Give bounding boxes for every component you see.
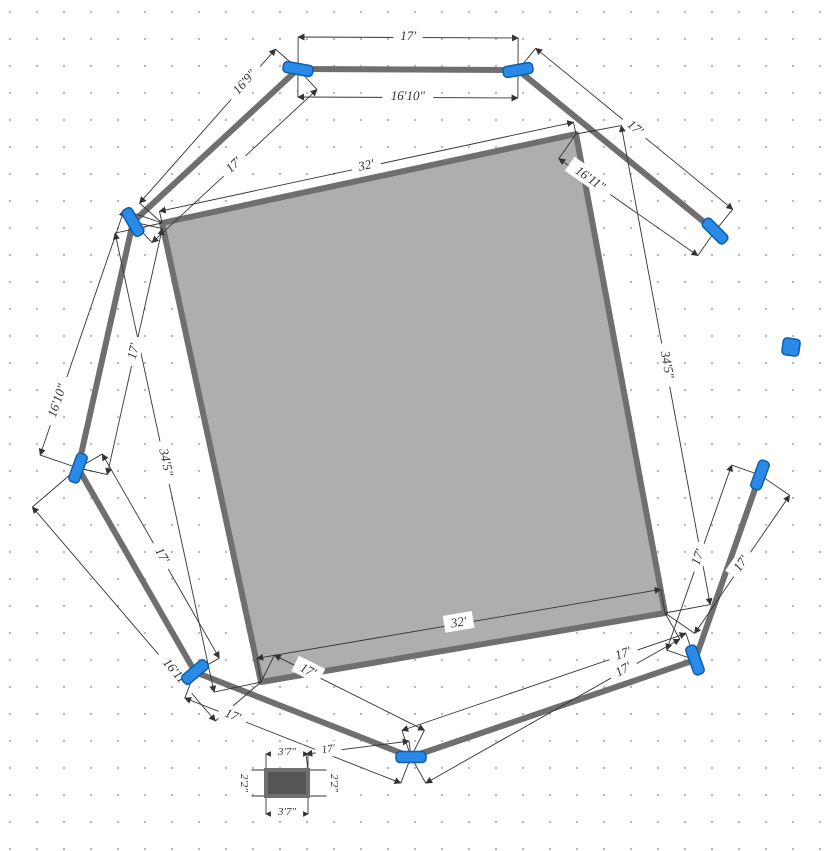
dimension-rect-right: 2'2" (308, 767, 342, 799)
dim-label: 3'7" (277, 746, 296, 758)
vertex-handle[interactable] (701, 217, 730, 246)
dimension-bot-left-edge: 17' (185, 672, 411, 783)
dimension-rect-top-ext: 17' (306, 740, 411, 770)
vertex-handle[interactable] (750, 459, 771, 491)
dim-label: 17' (321, 742, 336, 756)
dimension-rect-left: 2'2" (237, 767, 267, 799)
dimension-rect-bottom: 3'7" (266, 796, 308, 820)
dim-label: 3'7" (277, 806, 296, 818)
dim-label: 2'2" (328, 774, 340, 792)
dim-label: 34'5" (156, 446, 177, 478)
dimension-top-outer: 17' (298, 27, 518, 70)
dim-label: 2'2" (238, 774, 250, 792)
dim-label: 16'10" (391, 88, 426, 103)
dimension-top-inner: 16'10" (298, 69, 518, 104)
loose-handle[interactable] (781, 337, 800, 356)
small-rect[interactable] (266, 770, 308, 796)
inner-square[interactable] (162, 134, 665, 682)
diagram-canvas: 17'16'10"17'16'11"17'16'9"32'34'5"34'5"3… (0, 0, 830, 851)
dim-label: 32' (449, 613, 468, 631)
dim-label: 17' (400, 28, 416, 43)
dim-label: 34'5" (658, 349, 678, 381)
vertex-handle[interactable] (282, 61, 313, 77)
dimension-left-edge: 17' (78, 222, 162, 475)
dimension-rect-top: 3'7" (266, 745, 308, 771)
dimension-bl-edge: 17' (78, 454, 219, 672)
vertex-handle[interactable] (396, 752, 426, 763)
